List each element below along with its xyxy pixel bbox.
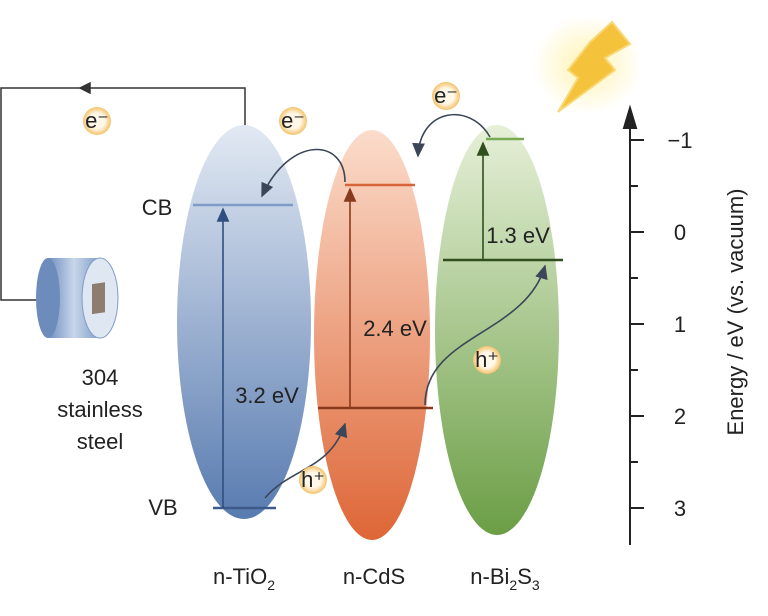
light-icon [533,15,643,115]
axis-tick-label: 1 [674,312,686,337]
energy-levels [193,137,563,510]
band-gap: 1.3 eV [486,223,550,248]
material-label: n-TiO2 [213,564,275,593]
carriers [83,82,501,494]
hole: h⁺ [475,347,499,372]
material-label: n-Bi2S3 [470,564,540,593]
material-label: n-CdS [343,564,405,589]
electrode-label: steel [77,429,123,454]
band-gap: 2.4 eV [363,316,427,341]
axis-tick-label: 3 [674,496,686,521]
electron: e⁻ [434,83,458,108]
circuit [0,81,246,301]
bi2s3-band [435,125,559,535]
energy-axis [622,104,644,545]
band-gap: 3.2 eV [235,383,299,408]
axis-tick-label: 0 [674,220,686,245]
cb-label: CB [142,195,173,220]
electron: e⁻ [281,108,305,133]
steel-electrode [36,257,119,339]
electron: e⁻ [85,108,109,133]
axis-tick-label: −1 [667,128,692,153]
axis-tick-label: 2 [674,404,686,429]
electrode-label: stainless [57,397,143,422]
electrode-label: 304 [82,365,119,390]
hole: h⁺ [301,467,325,492]
vb-label: VB [148,495,177,520]
tio2-band [177,125,311,519]
axis-title: Energy / eV (vs. vacuum) [723,189,748,436]
